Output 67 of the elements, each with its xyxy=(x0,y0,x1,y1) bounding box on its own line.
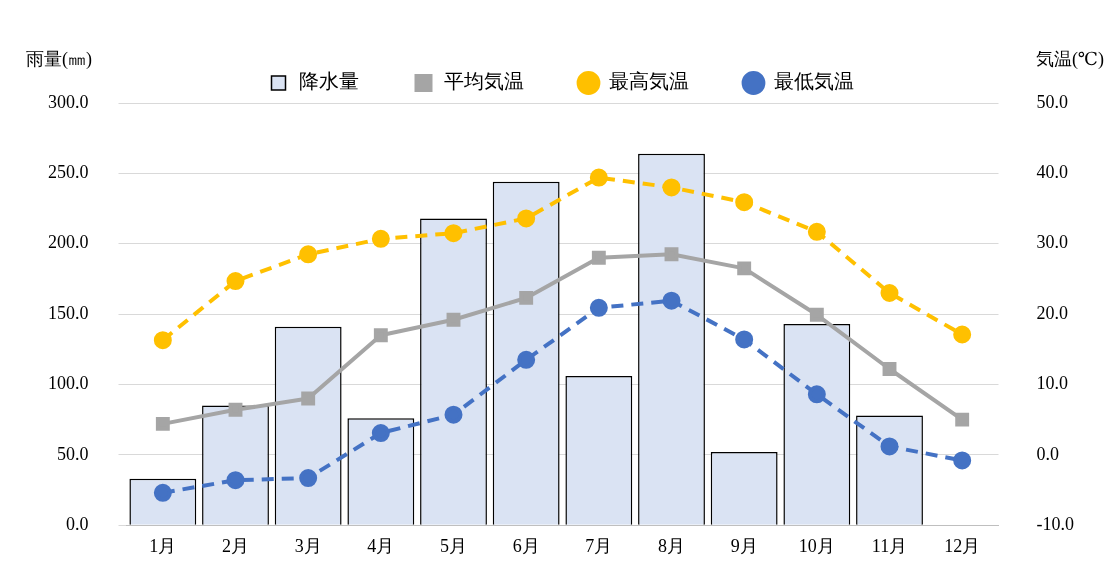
y2-tick-label: 30.0 xyxy=(1036,232,1069,253)
y2-tick-label: 50.0 xyxy=(1036,91,1069,112)
point xyxy=(301,391,316,406)
point xyxy=(807,222,826,241)
x-tick-label: 1月 xyxy=(149,535,177,556)
point xyxy=(153,331,172,350)
point xyxy=(807,385,826,404)
x-tick-label: 8月 xyxy=(658,535,685,556)
point xyxy=(955,412,970,427)
point xyxy=(809,307,824,322)
point xyxy=(371,229,390,248)
x-tick-label: 12月 xyxy=(944,535,981,556)
point xyxy=(880,283,899,302)
point xyxy=(228,402,243,417)
point xyxy=(662,291,681,310)
point xyxy=(373,328,388,343)
point xyxy=(446,312,461,327)
point xyxy=(519,290,534,305)
point xyxy=(953,451,972,470)
point xyxy=(444,224,463,243)
point xyxy=(880,437,899,456)
point xyxy=(226,471,245,490)
x-tick-label: 11月 xyxy=(871,535,908,556)
point xyxy=(735,193,754,212)
y2-tick-label: 40.0 xyxy=(1036,162,1069,183)
y2-tick-label: -10.0 xyxy=(1036,513,1075,534)
point xyxy=(737,261,752,276)
point xyxy=(226,272,245,291)
x-tick-label: 3月 xyxy=(294,535,322,556)
point xyxy=(735,330,754,349)
point xyxy=(953,325,972,344)
y-tick-label: 200.0 xyxy=(48,232,89,253)
y-tick-label: 100.0 xyxy=(48,373,89,394)
legend-label: 降水量 xyxy=(298,70,359,93)
point xyxy=(155,416,170,431)
x-tick-label: 4月 xyxy=(367,535,395,556)
point xyxy=(664,247,679,262)
point xyxy=(517,350,536,369)
point xyxy=(517,209,536,228)
x-tick-label: 2月 xyxy=(222,535,249,556)
point xyxy=(371,424,390,443)
x-tick-label: 7月 xyxy=(585,535,613,556)
x-tick-label: 9月 xyxy=(730,535,758,556)
x-tick-label: 5月 xyxy=(440,535,467,556)
y2-tick-label: 10.0 xyxy=(1036,373,1069,394)
point xyxy=(882,362,897,376)
legend-label: 最低気温 xyxy=(773,70,854,93)
y-tick-label: 0.0 xyxy=(66,513,89,534)
point xyxy=(299,469,318,488)
point xyxy=(591,250,606,265)
y-tick-label: 50.0 xyxy=(57,443,89,464)
y-tick-label: 150.0 xyxy=(48,302,89,323)
legend-label: 平均気温 xyxy=(443,70,524,93)
point xyxy=(444,405,463,424)
y2-tick-label: 20.0 xyxy=(1036,302,1069,323)
y2-axis-title: 気温(℃) xyxy=(1035,49,1104,71)
y-tick-label: 250.0 xyxy=(48,162,89,183)
y-tick-label: 300.0 xyxy=(48,91,89,112)
x-tick-label: 6月 xyxy=(512,535,540,556)
point xyxy=(589,298,608,317)
point xyxy=(299,245,318,264)
legend-label: 最高気温 xyxy=(608,70,689,93)
x-tick-label: 10月 xyxy=(798,535,835,556)
y2-tick-label: 0.0 xyxy=(1036,443,1060,464)
point xyxy=(662,178,681,197)
point xyxy=(589,168,608,187)
y-axis-title: 雨量(㎜) xyxy=(26,49,92,71)
